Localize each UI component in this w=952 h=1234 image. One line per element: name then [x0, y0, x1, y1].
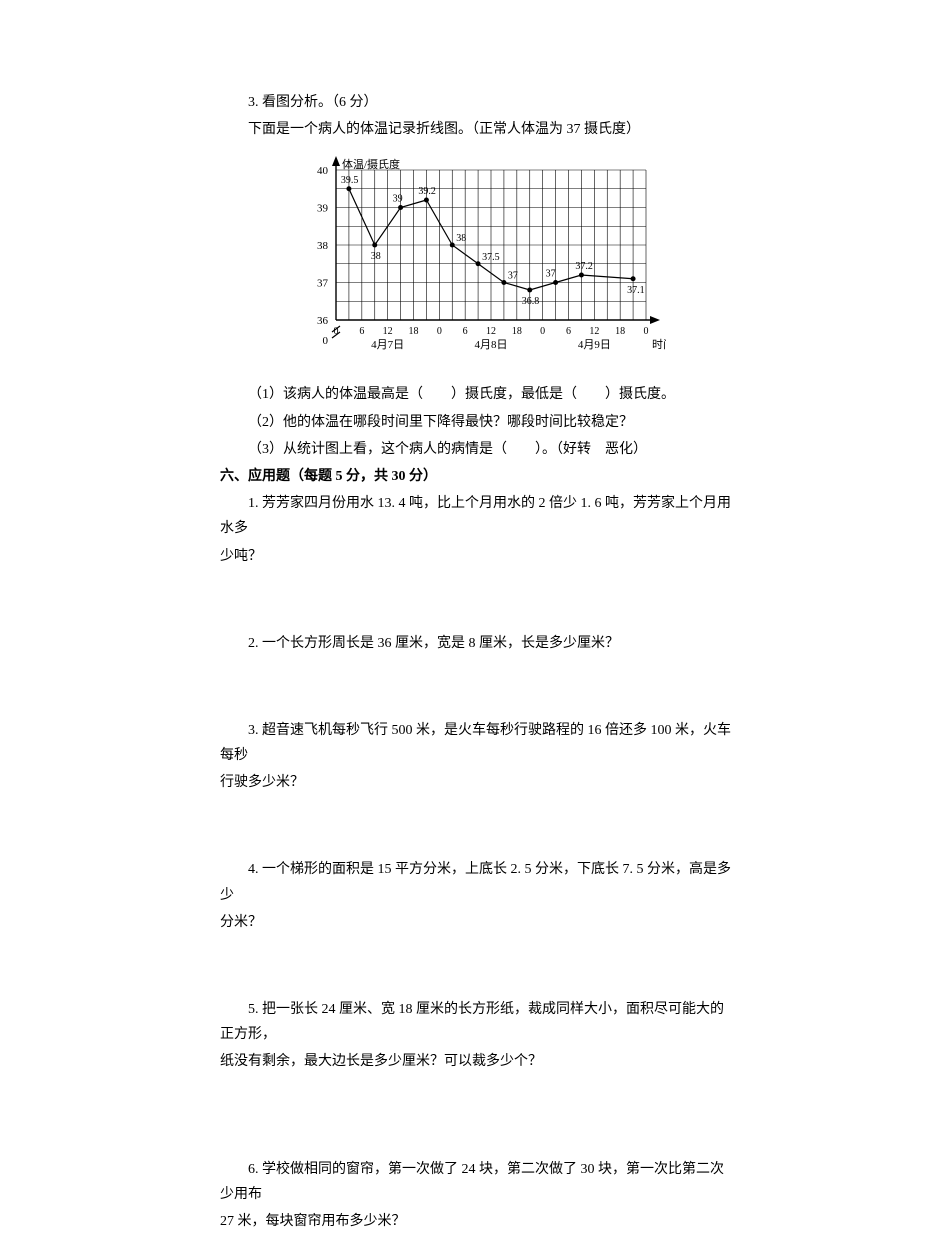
svg-text:40: 40	[317, 165, 329, 177]
section6-title: 六、应用题（每题 5 分，共 30 分）	[220, 464, 732, 489]
svg-text:0: 0	[437, 326, 442, 337]
p1-line1: 1. 芳芳家四月份用水 13. 4 吨，比上个月用水的 2 倍少 1. 6 吨，…	[220, 491, 732, 541]
svg-text:39.5: 39.5	[341, 175, 359, 186]
svg-text:4月9日: 4月9日	[578, 339, 611, 351]
svg-text:6: 6	[566, 326, 571, 337]
svg-text:37: 37	[546, 269, 556, 280]
svg-text:18: 18	[615, 326, 625, 337]
svg-text:39.2: 39.2	[418, 186, 436, 197]
svg-text:4月8日: 4月8日	[475, 339, 508, 351]
svg-text:12: 12	[589, 326, 599, 337]
svg-text:37.1: 37.1	[627, 285, 645, 296]
p3-line1: 3. 超音速飞机每秒飞行 500 米，是火车每秒行驶路程的 16 倍还多 100…	[220, 718, 732, 768]
chart-svg: 36 37 38 39 40 0 体温/摄氏度 0 6 12 18 0 6 12 18 0 6 12 18 0 4月7日…	[286, 150, 666, 370]
svg-text:36: 36	[317, 315, 329, 327]
svg-text:6: 6	[359, 326, 364, 337]
svg-text:38: 38	[317, 240, 329, 252]
svg-text:0: 0	[334, 326, 339, 337]
p4-line2: 分米？	[220, 910, 732, 935]
svg-text:39: 39	[317, 203, 329, 215]
p3-line2: 行驶多少米？	[220, 770, 732, 795]
svg-text:37: 37	[508, 271, 518, 282]
q3-sub2: （2）他的体温在哪段时间里下降得最快？哪段时间比较稳定？	[220, 410, 732, 435]
p6-line1: 6. 学校做相同的窗帘，第一次做了 24 块，第二次做了 30 块，第一次比第二…	[220, 1157, 732, 1207]
p2-line1: 2. 一个长方形周长是 36 厘米，宽是 8 厘米，长是多少厘米？	[220, 631, 732, 656]
p4-line1: 4. 一个梯形的面积是 15 平方分米，上底长 2. 5 分米，下底长 7. 5…	[220, 857, 732, 907]
svg-text:37: 37	[317, 278, 329, 290]
svg-text:18: 18	[512, 326, 522, 337]
svg-text:38: 38	[456, 233, 466, 244]
q3-desc: 下面是一个病人的体温记录折线图。（正常人体温为 37 摄氏度）	[220, 117, 732, 142]
svg-text:39: 39	[393, 194, 403, 205]
svg-text:38: 38	[371, 251, 381, 262]
svg-text:0: 0	[323, 335, 329, 347]
svg-text:0: 0	[644, 326, 649, 337]
p5-line2: 纸没有剩余，最大边长是多少厘米？可以裁多少个？	[220, 1049, 732, 1074]
temperature-chart: 36 37 38 39 40 0 体温/摄氏度 0 6 12 18 0 6 12 18 0 6 12 18 0 4月7日…	[220, 150, 732, 370]
svg-text:37.5: 37.5	[482, 252, 500, 263]
svg-text:18: 18	[409, 326, 419, 337]
p1-line2: 少吨？	[220, 544, 732, 569]
svg-text:12: 12	[383, 326, 393, 337]
svg-text:4月7日: 4月7日	[371, 339, 404, 351]
svg-text:体温/摄氏度: 体温/摄氏度	[342, 157, 400, 171]
q3-sub3: （3）从统计图上看，这个病人的病情是（ ）。（好转 恶化）	[220, 437, 732, 462]
svg-text:6: 6	[463, 326, 468, 337]
q3-title: 3. 看图分析。（6 分）	[220, 90, 732, 115]
svg-text:0: 0	[540, 326, 545, 337]
svg-text:12: 12	[486, 326, 496, 337]
p5-line1: 5. 把一张长 24 厘米、宽 18 厘米的长方形纸，裁成同样大小，面积尽可能大…	[220, 997, 732, 1047]
q3-sub1: （1）该病人的体温最高是（ ）摄氏度，最低是（ ）摄氏度。	[220, 382, 732, 407]
svg-text:时间/时: 时间/时	[652, 338, 666, 351]
p6-line2: 27 米，每块窗帘用布多少米？	[220, 1209, 732, 1234]
svg-text:37.2: 37.2	[575, 261, 593, 272]
svg-text:36.8: 36.8	[522, 296, 540, 307]
